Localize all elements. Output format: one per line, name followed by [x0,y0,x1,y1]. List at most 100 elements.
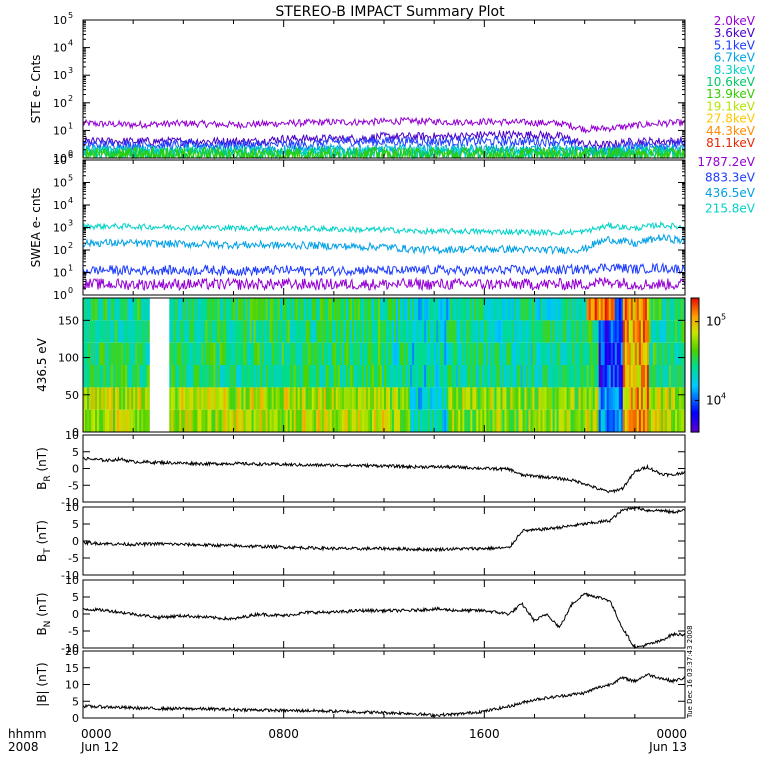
heatmap-cell [466,320,469,343]
heatmap-cell [562,342,566,365]
heatmap-cell [554,342,558,365]
heatmap-cell [384,320,387,343]
x-tick-date-label: Jun 13 [648,740,687,754]
heatmap-cell [464,298,467,321]
heatmap-cell [111,387,114,410]
colorbar-cell [691,306,699,310]
colorbar-cell [691,336,699,339]
heatmap-cell [123,409,126,432]
y-tick-label: 5 [72,518,79,531]
heatmap-cell [396,409,399,432]
series-line-bn [82,592,686,650]
heatmap-cell [171,409,174,432]
heatmap-cell [666,342,670,365]
heatmap-cell [614,365,618,388]
heatmap-cell [201,298,205,321]
colorbar-cell [691,416,699,420]
colorbar-cell [691,347,699,350]
heatmap-cell [512,320,516,343]
heatmap-cell [656,320,660,343]
heatmap-cell [384,387,387,410]
heatmap-cell [472,298,475,321]
heatmap-cell [490,409,494,432]
heatmap-cell [213,365,217,388]
heatmap-cell [675,342,678,365]
heatmap-cell [211,342,215,365]
heatmap-cell [492,320,496,343]
heatmap-cell [590,298,594,321]
heatmap-cell [500,342,504,365]
heatmap-cell [247,409,251,432]
heatmap-cell [677,365,680,388]
heatmap-cell [600,298,604,321]
heatmap-cell [540,320,544,343]
heatmap-cell [203,342,207,365]
heatmap-cell [119,409,122,432]
heatmap-cell [642,365,646,388]
heatmap-cell [486,409,489,432]
heatmap-cell [530,409,534,432]
y-tick-label: 10 [53,97,67,110]
colorbar-cell [691,391,699,395]
heatmap-cell [494,365,498,388]
heatmap-cell [464,342,467,365]
y-tick-label: 10 [53,222,67,235]
heatmap-cell [526,320,530,343]
heatmap-cell [361,298,365,321]
heatmap-cell [390,387,393,410]
heatmap-cell [536,409,540,432]
heatmap-cell [382,409,385,432]
heatmap-cell [560,320,564,343]
heatmap-cell [606,298,610,321]
heatmap-cell [642,342,646,365]
heatmap-cell [339,342,343,365]
heatmap-cell [534,365,538,388]
heatmap-cell [546,387,550,410]
heatmap-cell [257,365,261,388]
heatmap-cell [596,320,600,343]
heatmap-cell [648,365,652,388]
heatmap-cell [604,342,608,365]
heatmap-cell [179,365,182,388]
heatmap-cell [349,409,353,432]
heatmap-cell [468,298,471,321]
heatmap-cell [628,365,632,388]
heatmap-cell [542,298,546,321]
heatmap-cell [462,387,465,410]
y-tick-label: -5 [68,479,79,492]
heatmap-cell [219,320,223,343]
heatmap-cell [225,365,229,388]
heatmap-cell [677,409,680,432]
heatmap-cell [564,409,568,432]
heatmap-cell [353,387,357,410]
heatmap-cell [267,387,271,410]
heatmap-cell [414,320,417,343]
heatmap-cell [542,387,546,410]
heatmap-cell [117,298,120,321]
heatmap-cell [215,342,219,365]
heatmap-cell [241,298,245,321]
heatmap-cell [590,387,594,410]
heatmap-cell [434,298,437,321]
heatmap-cell [572,409,576,432]
heatmap-cell [598,320,602,343]
heatmap-cell [568,320,572,343]
heatmap-cell [209,320,213,343]
heatmap-cell [470,387,473,410]
y-tick-exponent: 3 [68,66,73,75]
heatmap-cell [325,320,329,343]
heatmap-cell [133,320,136,343]
heatmap-cell [307,365,311,388]
heatmap-cell [410,409,413,432]
heatmap-cell [400,387,403,410]
heatmap-cell [85,409,88,432]
heatmap-cell [283,409,287,432]
heatmap-cell [578,342,582,365]
heatmap-cell [382,320,385,343]
heatmap-cell [516,342,520,365]
heatmap-cell [612,387,616,410]
heatmap-cell [99,342,102,365]
heatmap-cell [478,409,481,432]
heatmap-cell [410,342,413,365]
heatmap-cell [299,387,303,410]
